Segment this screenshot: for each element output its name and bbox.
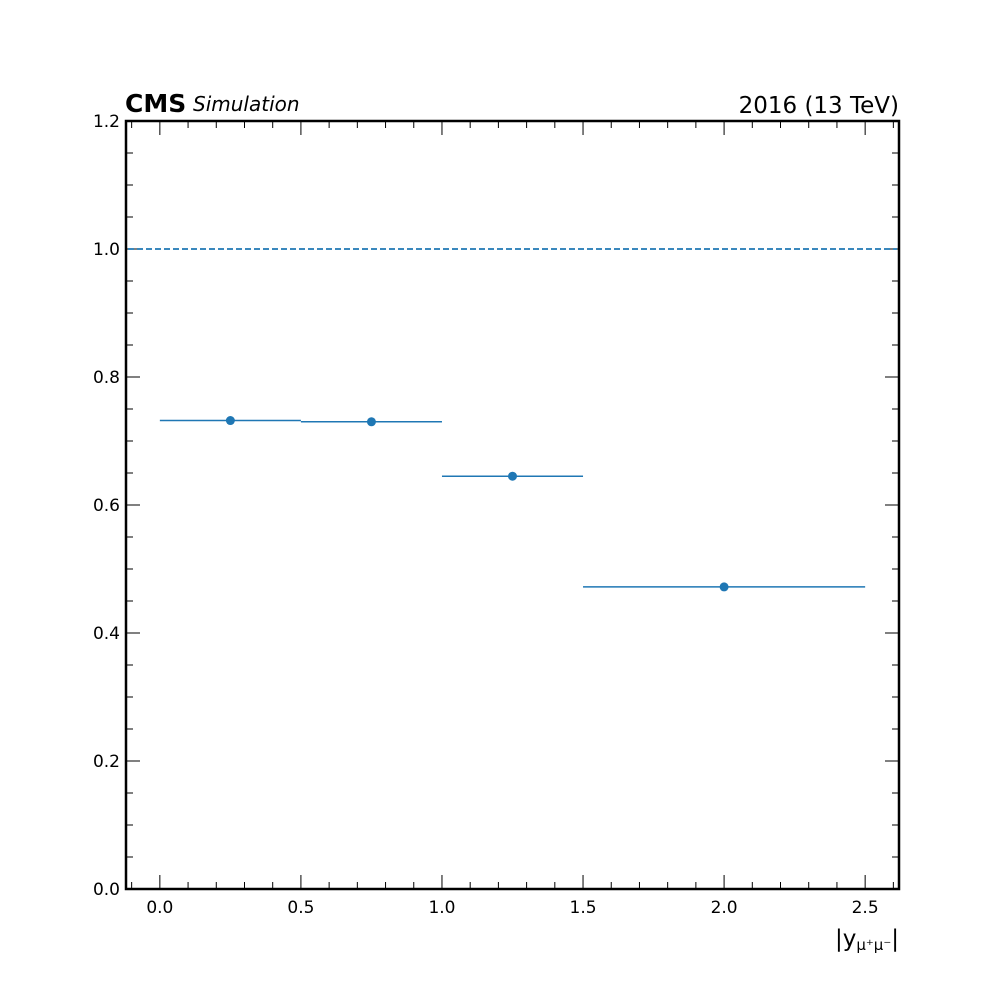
data-point	[719, 582, 729, 592]
data-point	[508, 471, 517, 481]
x-tick-label: 0.5	[287, 898, 314, 918]
y-tick-label: 1.0	[93, 240, 120, 260]
x-tick-label: 2.0	[711, 898, 738, 918]
lumi-label: 2016 (13 TeV)	[739, 93, 899, 119]
y-tick-label: 0.0	[93, 880, 120, 900]
y-tick-label: 0.8	[93, 368, 120, 388]
y-tick-label: 0.6	[93, 496, 120, 516]
y-tick-label: 0.4	[93, 624, 120, 644]
plot-frame	[124, 119, 901, 891]
experiment-label: CMS	[125, 89, 186, 118]
x-tick-label: 2.5	[852, 898, 879, 918]
y-tick-label: 1.2	[93, 112, 120, 132]
data-layer	[128, 248, 897, 592]
x-tick-label: 0.0	[146, 898, 173, 918]
x-axis-label-sub: μ⁺μ⁻	[856, 936, 891, 954]
status-label: Simulation	[193, 92, 300, 116]
data-point	[366, 417, 376, 427]
x-tick-label: 1.5	[570, 898, 597, 918]
x-axis-label-base: |y	[835, 926, 856, 952]
x-tick-label: 1.0	[428, 898, 455, 918]
ticks-layer: 0.0 0.5 1.0 1.5 2.0 2.5 0.0 0.2 0.4 0.6 0.8 1.0 1.2	[93, 112, 899, 918]
x-axis-label: |yμ⁺μ⁻|	[835, 926, 899, 954]
x-axis-label-close: |	[891, 926, 899, 952]
data-point	[225, 416, 235, 426]
y-tick-label: 0.2	[93, 752, 120, 772]
